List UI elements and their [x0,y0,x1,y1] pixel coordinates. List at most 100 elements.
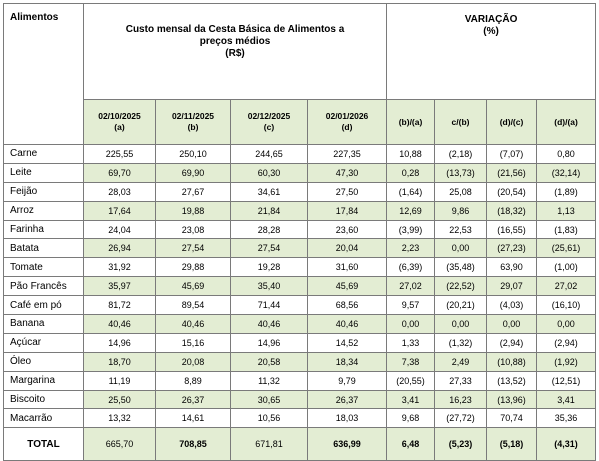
column-header-label: 02/10/2025 [98,111,141,121]
table-cell: 21,84 [230,200,308,221]
cost-title-line3: (R$) [225,48,245,59]
table-cell: 14,52 [306,332,388,353]
table-cell: 9,86 [434,200,488,221]
food-header-label: Alimentos [10,12,59,23]
table-cell: 12,69 [386,200,436,221]
table-row: Óleo 18,70 20,08 20,58 18,34 7,38 2,49 (10,88)(… [3,351,597,372]
table-cell: (32,14) [536,162,597,183]
table-cell: (10,88) [486,351,538,372]
column-header-label: 02/11/2025 [171,111,215,121]
table-cell: 28,03 [83,181,156,202]
food-name: Banana [3,314,84,334]
table-cell: 10,88 [386,144,436,164]
table-cell: 225,55 [83,144,156,164]
table-cell: 0,28 [386,162,436,183]
table-cell: 11,19 [83,370,156,391]
table-cell: 27,54 [155,238,231,259]
table-row: Feijão 28,03 27,67 34,61 27,50 (1,64) 25,08 (20… [3,181,597,202]
header-row-1: Alimentos Custo mensal da Cesta Básica d… [3,3,597,145]
table-cell: 31,60 [306,257,388,278]
table-cell: (6,39) [386,257,436,278]
food-name: Biscoito [3,389,84,410]
table-row: Tomate 31,92 29,88 19,28 31,60 (6,39) (35,48) 6… [3,257,597,278]
table-cell: 13,32 [83,408,156,429]
table-cell: (16,10) [536,295,597,316]
food-name: Carne [3,144,84,164]
table-cell: (3,99) [386,219,436,240]
table-cell: 9,79 [306,370,388,391]
total-cell: 671,81 [230,427,308,461]
food-name: Farinha [3,219,84,240]
table-cell: 30,65 [230,389,308,410]
table-cell: 0,00 [486,314,538,334]
table-cell: 27,54 [230,238,308,259]
table-row: Pão Francês 35,97 45,69 35,40 45,69 27,02 (22,… [3,276,597,297]
table-row: Farinha 24,04 23,08 28,28 23,60 (3,99) 22,53 (1… [3,219,597,240]
table-cell: 16,23 [434,389,488,410]
table-cell: 20,04 [306,238,388,259]
column-header: 02/12/2025 (c) [230,99,308,145]
column-header-sub: (b) [187,122,199,132]
column-header-label: c/(b) [451,116,470,127]
table-cell: 40,46 [155,314,231,334]
column-header: 02/11/2025 (b) [155,99,231,145]
total-cell: 665,70 [83,427,156,461]
table-cell: (1,83) [536,219,597,240]
table-cell: 26,94 [83,238,156,259]
table-cell: 47,30 [306,162,388,183]
table-cell: 31,92 [83,257,156,278]
total-cell: 636,99 [306,427,388,461]
table-row: Batata 26,94 27,54 27,54 20,04 2,23 0,00 (27,23… [3,238,597,259]
table-cell: 2,23 [386,238,436,259]
column-header-label: 02/12/2025 [247,111,291,121]
table-cell: 20,58 [230,351,308,372]
table-cell: 1,13 [536,200,597,221]
table-cell: 28,28 [230,219,308,240]
table-row: Macarrão 13,32 14,61 10,56 18,03 9,68 (27,72) 7… [3,408,597,429]
column-header: c/(b) [434,99,488,145]
table-cell: 0,00 [434,238,488,259]
food-name: Óleo [3,351,84,372]
table-cell: 1,33 [386,332,436,353]
table-cell: 29,07 [486,276,538,297]
variation-header: VARIAÇÃO (%) [386,3,597,100]
table-cell: 25,50 [83,389,156,410]
table-cell: 35,36 [536,408,597,429]
table-cell: 9,68 [386,408,436,429]
table-cell: 35,40 [230,276,308,297]
table-cell: 3,41 [386,389,436,410]
column-header-label: 02/01/2026 [325,111,369,121]
table-cell: (1,32) [434,332,488,353]
table-cell: 27,50 [306,181,388,202]
table-cell: 63,90 [486,257,538,278]
table-cell: 2,49 [434,351,488,372]
column-header-sub: (d) [341,122,353,132]
table-cell: 26,37 [306,389,388,410]
total-cell: 708,85 [155,427,231,461]
table-cell: 27,67 [155,181,231,202]
table-cell: 23,60 [306,219,388,240]
table-cell: 60,30 [230,162,308,183]
table-cell: 11,32 [230,370,308,391]
table-cell: 14,61 [155,408,231,429]
table-cell: 29,88 [155,257,231,278]
table-cell: 45,69 [155,276,231,297]
header-row-2: 02/10/2025 (a) 02/11/2025 (b) 02/12/2025 (c) 0… [4,99,597,145]
table-cell: 22,53 [434,219,488,240]
cesta-basica-table: Alimentos Custo mensal da Cesta Básica d… [3,3,597,461]
table-cell: (12,51) [536,370,597,391]
table-cell: (2,18) [434,144,488,164]
table-row: Açúcar 14,96 15,16 14,96 14,52 1,33 (1,32) (2,9… [3,332,597,353]
cost-title-line1: Custo mensal da Cesta Básica de Alimento… [125,24,345,35]
table-cell: 14,96 [230,332,308,353]
table-cell: 25,08 [434,181,488,202]
table-cell: (13,52) [486,370,538,391]
variation-title: VARIAÇÃO [464,14,518,25]
table-cell: (13,96) [486,389,538,410]
table-cell: 8,89 [155,370,231,391]
table-cell: 19,28 [230,257,308,278]
table-cell: (20,55) [386,370,436,391]
table-cell: (27,23) [486,238,538,259]
table-cell: 17,64 [83,200,156,221]
table-row: Banana 40,46 40,46 40,46 40,46 0,00 0,00 0,00 0,… [3,314,597,334]
